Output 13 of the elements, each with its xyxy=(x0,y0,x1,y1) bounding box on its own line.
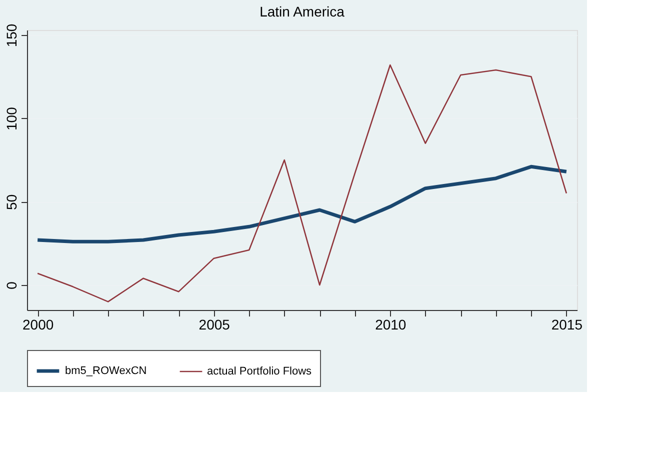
x-tick-label: 2000 xyxy=(22,316,54,332)
y-tick-label: 150 xyxy=(4,24,20,48)
legend-label: actual Portfolio Flows xyxy=(207,366,312,378)
legend-label: bm5_ROWexCN xyxy=(65,365,147,377)
y-tick-label: 50 xyxy=(4,194,20,210)
line-series xyxy=(36,64,568,302)
x-tick-label: 2005 xyxy=(198,316,230,332)
x-tick-label: 2015 xyxy=(551,316,583,332)
y-tick-label: 100 xyxy=(4,106,20,131)
chart-title: Latin America xyxy=(260,3,345,20)
x-tick-label: 2010 xyxy=(375,316,406,332)
line-series xyxy=(36,164,568,244)
y-tick-label: 0 xyxy=(4,281,20,290)
